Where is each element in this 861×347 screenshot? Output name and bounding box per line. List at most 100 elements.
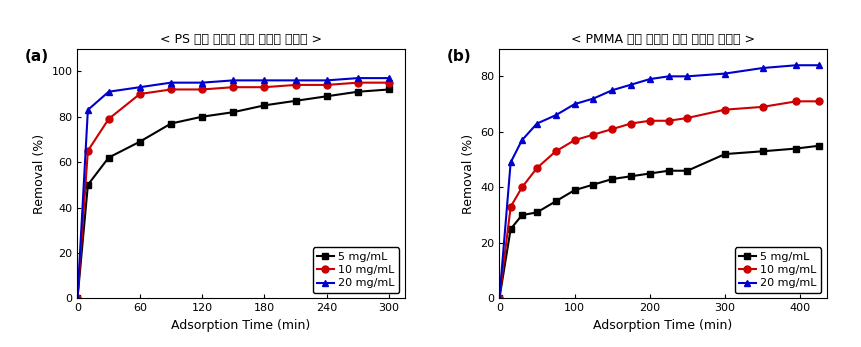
5 mg/mL (645, 171, 655, 176)
5 mg/mL (720, 152, 730, 156)
10 mg/mL (758, 105, 768, 109)
5 mg/mL (569, 188, 579, 192)
5 mg/mL (758, 149, 768, 153)
20 mg/mL (259, 78, 269, 83)
5 mg/mL (494, 296, 505, 301)
Line: 10 mg/mL: 10 mg/mL (496, 98, 822, 302)
10 mg/mL (720, 108, 730, 112)
20 mg/mL (664, 74, 674, 78)
10 mg/mL (166, 87, 177, 92)
Legend: 5 mg/mL, 10 mg/mL, 20 mg/mL: 5 mg/mL, 10 mg/mL, 20 mg/mL (734, 247, 821, 293)
Title: < PMMA 기반 다공성 유기 고분자 구조체 >: < PMMA 기반 다공성 유기 고분자 구조체 > (571, 33, 755, 46)
5 mg/mL (259, 103, 269, 108)
20 mg/mL (532, 121, 542, 126)
Line: 20 mg/mL: 20 mg/mL (74, 75, 393, 302)
20 mg/mL (814, 63, 824, 67)
5 mg/mL (384, 87, 394, 92)
20 mg/mL (103, 90, 114, 94)
Y-axis label: Removal (%): Removal (%) (461, 134, 474, 213)
10 mg/mL (607, 127, 617, 131)
10 mg/mL (682, 116, 692, 120)
Text: (b): (b) (447, 49, 472, 64)
5 mg/mL (166, 121, 177, 126)
10 mg/mL (588, 133, 598, 137)
Line: 10 mg/mL: 10 mg/mL (74, 79, 393, 302)
10 mg/mL (259, 85, 269, 89)
10 mg/mL (384, 81, 394, 85)
5 mg/mL (551, 199, 561, 203)
10 mg/mL (83, 149, 93, 153)
5 mg/mL (532, 210, 542, 214)
20 mg/mL (322, 78, 332, 83)
5 mg/mL (83, 183, 93, 187)
20 mg/mL (72, 296, 83, 301)
Text: (a): (a) (25, 49, 49, 64)
10 mg/mL (290, 83, 300, 87)
5 mg/mL (322, 94, 332, 98)
Line: 5 mg/mL: 5 mg/mL (496, 142, 822, 302)
20 mg/mL (588, 96, 598, 101)
20 mg/mL (384, 76, 394, 80)
Y-axis label: Removal (%): Removal (%) (33, 134, 46, 213)
Legend: 5 mg/mL, 10 mg/mL, 20 mg/mL: 5 mg/mL, 10 mg/mL, 20 mg/mL (313, 247, 400, 293)
5 mg/mL (228, 110, 238, 114)
20 mg/mL (197, 81, 208, 85)
10 mg/mL (626, 121, 636, 126)
5 mg/mL (664, 169, 674, 173)
10 mg/mL (517, 185, 527, 189)
20 mg/mL (505, 160, 516, 164)
10 mg/mL (494, 296, 505, 301)
5 mg/mL (134, 139, 145, 144)
X-axis label: Adsorption Time (min): Adsorption Time (min) (593, 319, 733, 332)
5 mg/mL (626, 174, 636, 178)
20 mg/mL (607, 88, 617, 92)
20 mg/mL (228, 78, 238, 83)
10 mg/mL (664, 119, 674, 123)
5 mg/mL (814, 144, 824, 148)
5 mg/mL (791, 146, 802, 151)
5 mg/mL (353, 90, 363, 94)
20 mg/mL (626, 83, 636, 87)
10 mg/mL (814, 99, 824, 103)
20 mg/mL (569, 102, 579, 106)
20 mg/mL (720, 71, 730, 76)
20 mg/mL (166, 81, 177, 85)
Line: 5 mg/mL: 5 mg/mL (74, 86, 393, 302)
20 mg/mL (758, 66, 768, 70)
20 mg/mL (353, 76, 363, 80)
10 mg/mL (532, 166, 542, 170)
10 mg/mL (505, 205, 516, 209)
20 mg/mL (290, 78, 300, 83)
20 mg/mL (645, 77, 655, 81)
5 mg/mL (505, 227, 516, 231)
10 mg/mL (103, 117, 114, 121)
5 mg/mL (72, 296, 83, 301)
10 mg/mL (645, 119, 655, 123)
X-axis label: Adsorption Time (min): Adsorption Time (min) (171, 319, 311, 332)
10 mg/mL (322, 83, 332, 87)
5 mg/mL (517, 213, 527, 217)
20 mg/mL (551, 113, 561, 117)
10 mg/mL (197, 87, 208, 92)
10 mg/mL (72, 296, 83, 301)
10 mg/mL (569, 138, 579, 142)
20 mg/mL (517, 138, 527, 142)
20 mg/mL (682, 74, 692, 78)
Line: 20 mg/mL: 20 mg/mL (496, 62, 822, 302)
10 mg/mL (791, 99, 802, 103)
5 mg/mL (103, 155, 114, 160)
10 mg/mL (228, 85, 238, 89)
20 mg/mL (83, 108, 93, 112)
20 mg/mL (134, 85, 145, 89)
20 mg/mL (494, 296, 505, 301)
5 mg/mL (682, 169, 692, 173)
10 mg/mL (134, 92, 145, 96)
5 mg/mL (588, 183, 598, 187)
Title: < PS 기반 다공성 유기 고분자 구조체 >: < PS 기반 다공성 유기 고분자 구조체 > (160, 33, 322, 46)
5 mg/mL (197, 115, 208, 119)
20 mg/mL (791, 63, 802, 67)
5 mg/mL (290, 99, 300, 103)
10 mg/mL (551, 149, 561, 153)
10 mg/mL (353, 81, 363, 85)
5 mg/mL (607, 177, 617, 181)
